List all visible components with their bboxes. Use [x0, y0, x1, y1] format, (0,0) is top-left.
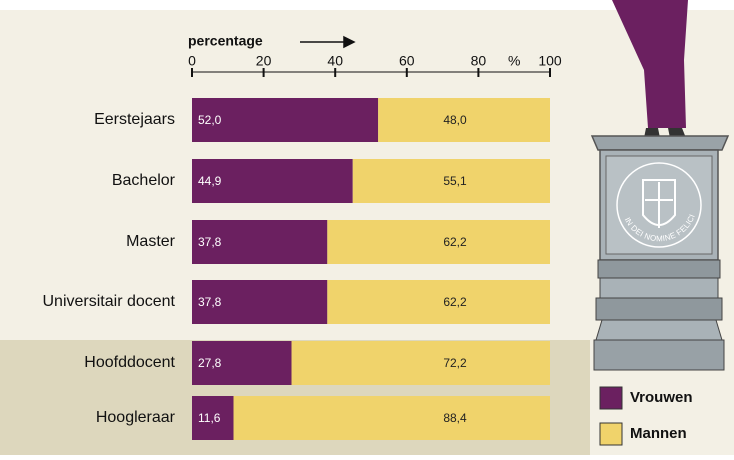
axis-arrow: [300, 35, 356, 49]
legend-label: Mannen: [630, 425, 687, 442]
x-tick-label: 0: [188, 53, 196, 69]
legend-label: Vrouwen: [630, 389, 693, 406]
legend-swatch: [599, 386, 623, 410]
bar-segment: [378, 98, 550, 142]
x-tick-label: 80: [471, 53, 487, 69]
category-label: Eerstejaars: [94, 111, 175, 128]
value-label: 62,2: [443, 235, 467, 249]
value-label: 52,0: [198, 113, 222, 127]
x-axis-label: percentage: [188, 33, 263, 49]
value-label: 37,8: [198, 235, 222, 249]
bar-segment: [192, 159, 353, 203]
legend-swatch: [599, 422, 623, 446]
unit-label: %: [508, 53, 520, 69]
value-label: 44,9: [198, 174, 222, 188]
category-label: Master: [126, 233, 176, 250]
statue: [590, 0, 730, 371]
bar-segment: [291, 341, 550, 385]
x-tick-label: 60: [399, 53, 415, 69]
bar-segment: [233, 396, 550, 440]
value-label: 88,4: [443, 411, 467, 425]
value-label: 37,8: [198, 295, 222, 309]
x-tick-label: 40: [327, 53, 343, 69]
value-label: 55,1: [443, 174, 467, 188]
bar-segment: [327, 280, 550, 324]
category-label: Hoofddocent: [84, 354, 175, 371]
bar-segment: [192, 341, 292, 385]
bar-segment: [192, 280, 328, 324]
bar-segment: [192, 220, 328, 264]
x-tick-label: 100: [538, 53, 562, 69]
value-label: 11,6: [198, 411, 221, 425]
value-label: 72,2: [443, 356, 467, 370]
value-label: 48,0: [443, 113, 467, 127]
category-label: Hoogleraar: [96, 409, 176, 426]
bar-segment: [192, 396, 234, 440]
category-label: Universitair docent: [43, 293, 176, 310]
x-tick-label: 20: [256, 53, 272, 69]
value-label: 27,8: [198, 356, 222, 370]
bar-segment: [192, 98, 379, 142]
bar-segment: [327, 220, 550, 264]
category-label: Bachelor: [112, 172, 176, 189]
value-label: 62,2: [443, 295, 467, 309]
bar-segment: [352, 159, 550, 203]
